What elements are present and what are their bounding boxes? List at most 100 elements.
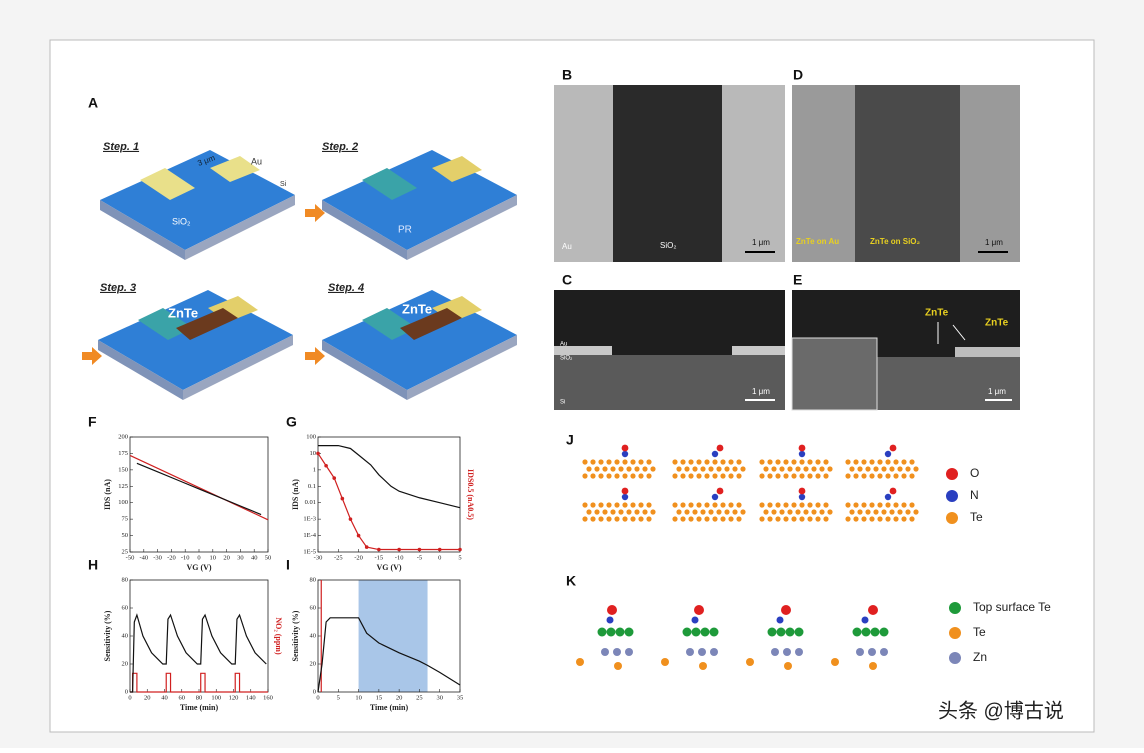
atom — [724, 509, 730, 515]
atom — [783, 516, 789, 522]
atom — [807, 473, 813, 479]
atom — [622, 516, 628, 522]
data-line — [130, 613, 267, 693]
atom — [650, 466, 656, 472]
atom — [724, 466, 730, 472]
atom — [615, 627, 625, 637]
atom — [622, 459, 628, 465]
atom — [865, 466, 871, 472]
y-tick-label: 0.01 — [305, 499, 316, 506]
x-axis-label: Time (min) — [370, 703, 409, 712]
atom — [638, 459, 644, 465]
electrode — [140, 168, 195, 200]
atom — [582, 459, 588, 465]
y-axis-label: IDS (nA) — [291, 479, 300, 510]
atom — [614, 459, 620, 465]
atom — [704, 502, 710, 508]
atom — [781, 605, 791, 615]
atom — [688, 473, 694, 479]
atom — [646, 459, 652, 465]
micrograph-label: SiO₂ — [660, 241, 676, 250]
atom — [625, 648, 633, 656]
atom — [630, 516, 636, 522]
data-line — [318, 444, 461, 509]
device-label: Si — [280, 181, 287, 188]
atom — [913, 509, 919, 515]
atom — [716, 509, 722, 515]
atom — [857, 466, 863, 472]
atom — [885, 459, 891, 465]
atom — [704, 473, 710, 479]
atom — [606, 627, 616, 637]
atom — [845, 502, 851, 508]
data-point — [417, 547, 422, 552]
atom — [865, 509, 871, 515]
atom — [798, 493, 806, 501]
step-title: Step. 4 — [328, 282, 364, 294]
atom — [771, 509, 777, 515]
scale-label: 1 μm — [752, 238, 770, 247]
atom — [582, 473, 588, 479]
atom — [621, 493, 629, 501]
atom — [646, 502, 652, 508]
atom — [803, 466, 809, 472]
substrate-side — [183, 335, 293, 400]
atom — [909, 473, 915, 479]
x-tick-label: 30 — [237, 554, 244, 561]
atom — [736, 502, 742, 508]
device-label: ZnTe — [402, 301, 432, 316]
atom — [823, 516, 829, 522]
atom — [877, 473, 883, 479]
atom — [686, 648, 694, 656]
atom — [909, 502, 915, 508]
atom — [621, 487, 629, 495]
atom — [642, 509, 648, 515]
substrate-side — [407, 195, 517, 260]
atom — [794, 627, 804, 637]
y-tick-label: 1E-4 — [303, 532, 316, 539]
x-tick-label: -30 — [314, 554, 323, 561]
micrograph-region — [554, 355, 785, 410]
atom — [672, 502, 678, 508]
substrate-side — [98, 340, 183, 400]
atom — [901, 516, 907, 522]
electrode — [432, 156, 482, 182]
atom — [798, 487, 806, 495]
atom — [795, 509, 801, 515]
atom — [711, 493, 719, 501]
atom — [736, 516, 742, 522]
atom — [728, 516, 734, 522]
electrode — [362, 308, 417, 340]
panel-label: B — [562, 67, 572, 83]
y-tick-label: 50 — [122, 532, 129, 539]
scale-label: 1 μm — [752, 387, 770, 396]
atom — [853, 502, 859, 508]
atom — [606, 616, 614, 624]
atom — [598, 459, 604, 465]
atom — [861, 473, 867, 479]
atom — [869, 473, 875, 479]
atom — [852, 627, 862, 637]
atom — [692, 509, 698, 515]
atom — [614, 502, 620, 508]
x-tick-label: 20 — [223, 554, 230, 561]
y-axis-label: IDS (nA) — [103, 479, 112, 510]
data-point — [348, 517, 353, 521]
y2-axis-label: NO₂ (ppm) — [274, 617, 283, 655]
atom — [621, 450, 629, 458]
y-tick-label: 80 — [122, 576, 129, 583]
atom — [849, 509, 855, 515]
step-arrow — [82, 347, 102, 365]
atom — [889, 509, 895, 515]
atom — [861, 502, 867, 508]
x-tick-label: 0 — [438, 554, 441, 561]
atom — [676, 509, 682, 515]
micrograph-region — [554, 346, 612, 355]
atom — [740, 466, 746, 472]
atom — [716, 466, 722, 472]
atom — [720, 459, 726, 465]
atom — [807, 516, 813, 522]
legend-marker — [946, 468, 958, 480]
atom — [815, 516, 821, 522]
atom — [877, 502, 883, 508]
